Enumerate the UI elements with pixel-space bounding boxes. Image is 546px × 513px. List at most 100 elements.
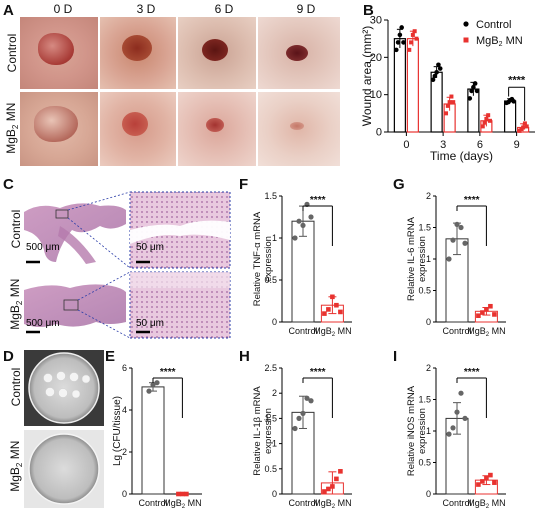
data-point	[296, 415, 302, 421]
data-point	[300, 410, 306, 416]
significance-stars: ****	[508, 74, 526, 86]
data-point	[522, 121, 527, 126]
scale-label-500: 500 μm	[26, 242, 60, 253]
x-tick-label: 9	[514, 139, 520, 151]
bar	[141, 386, 165, 495]
y-tick-label: 0	[376, 127, 382, 139]
y-tick-label: 0.5	[264, 464, 277, 474]
data-point	[407, 47, 412, 52]
y-tick-label: 20	[370, 52, 382, 64]
data-point	[322, 489, 327, 494]
bar	[393, 38, 406, 133]
y-tick-label: 1	[272, 439, 277, 449]
data-point	[476, 482, 481, 487]
x-tick-label: Control	[288, 326, 317, 336]
y-axis-label: Lg (CFU/tissue)	[112, 396, 123, 466]
y-tick-label: 2	[272, 388, 277, 398]
data-point	[292, 425, 298, 432]
y-axis-label: expression	[263, 408, 274, 454]
y-tick-label: 0	[426, 489, 431, 499]
y-tick-label: 1.5	[264, 413, 277, 423]
wound-lesion	[34, 106, 78, 142]
legend-label-mgb2: MgB2 MN	[476, 35, 523, 48]
data-point	[330, 484, 335, 489]
y-axis-label: Relative IL-1β mRNA	[252, 386, 263, 476]
wound-lesion	[206, 118, 224, 132]
y-tick-label: 1	[426, 254, 431, 264]
y-tick-label: 1	[272, 233, 277, 243]
wound-photo-mgb2-9d	[258, 92, 340, 166]
bar	[406, 38, 419, 133]
data-point	[458, 224, 464, 231]
y-tick-label: 1.5	[418, 223, 431, 233]
data-point	[399, 25, 404, 30]
data-point	[326, 307, 331, 312]
data-point	[397, 32, 403, 38]
data-point	[449, 94, 454, 99]
x-tick-label: MgB2 MN	[163, 498, 201, 510]
legend-label-control: Control	[476, 19, 511, 31]
data-point	[450, 425, 456, 431]
data-point	[492, 480, 497, 485]
data-point	[409, 40, 414, 45]
panel-label-a: A	[3, 2, 14, 19]
data-point	[395, 40, 401, 45]
data-point	[484, 475, 489, 481]
data-point	[446, 431, 452, 437]
y-axis-label: Relative IL-6 mRNA	[406, 216, 417, 301]
y-tick-label: 10	[370, 89, 382, 101]
data-point	[410, 32, 415, 37]
y-axis-label: Relative iNOS mRNA	[406, 385, 417, 476]
wound-lesion	[38, 33, 74, 65]
y-tick-label: 0.5	[264, 275, 277, 285]
data-point	[432, 73, 438, 79]
significance-stars: ****	[464, 367, 480, 378]
panel-label-g: G	[393, 176, 405, 193]
wound-photo-control-6d	[178, 17, 256, 89]
y-tick-label: 2.5	[264, 363, 277, 373]
x-tick-label: MgB2 MN	[467, 326, 505, 338]
y-axis-label: expression	[417, 236, 428, 282]
data-point	[445, 103, 450, 108]
data-point	[488, 303, 493, 309]
panel-label-h: H	[239, 348, 250, 365]
data-point	[462, 415, 468, 421]
y-tick-label: 1	[426, 426, 431, 436]
data-point	[304, 395, 310, 401]
data-point	[450, 237, 456, 243]
data-point	[472, 81, 478, 86]
data-point	[308, 214, 314, 220]
wound-lesion	[286, 45, 308, 61]
data-point	[488, 472, 493, 478]
x-tick-label: MgB2 MN	[467, 498, 505, 510]
data-point	[486, 113, 491, 118]
data-point	[322, 311, 327, 316]
y-tick-label: 0.5	[418, 458, 431, 468]
data-point	[444, 111, 449, 116]
data-point	[436, 62, 441, 68]
data-point	[393, 47, 399, 53]
wound-lesion	[122, 35, 152, 61]
data-point	[487, 118, 492, 123]
data-point	[454, 221, 460, 227]
panel-label-b: B	[363, 2, 374, 19]
x-tick-label: Control	[288, 498, 317, 508]
data-point	[447, 100, 452, 105]
day-label-0: 0 D	[53, 2, 73, 16]
data-point	[469, 88, 474, 94]
data-point	[154, 380, 160, 386]
x-tick-label: 3	[440, 139, 446, 151]
panel-label-e: E	[105, 348, 116, 365]
legend-marker-control	[463, 21, 469, 27]
data-point	[434, 69, 439, 75]
data-point	[511, 99, 517, 104]
legend-marker-mgb2	[463, 37, 469, 43]
x-tick-label: 0	[403, 139, 409, 151]
data-point	[471, 84, 476, 90]
significance-stars: ****	[310, 195, 326, 206]
day-label-6: 6 D	[214, 2, 234, 16]
data-point	[480, 479, 485, 484]
y-tick-label: 0	[272, 489, 277, 499]
wound-photo-mgb2-6d	[178, 92, 256, 166]
